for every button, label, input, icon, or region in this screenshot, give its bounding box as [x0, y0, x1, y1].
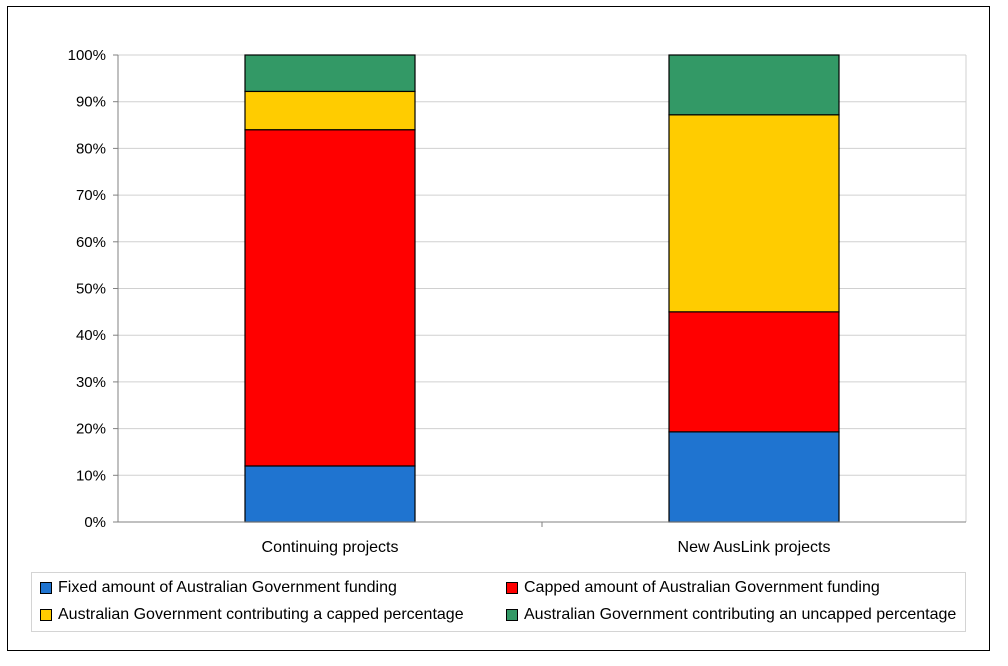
legend-swatch-fixed [40, 582, 52, 594]
y-tick-label: 80% [76, 140, 106, 157]
legend-label-uncapped-percentage: Australian Government contributing an un… [524, 606, 957, 623]
bar-segment-1 [668, 431, 840, 523]
legend-label-capped-amount: Capped amount of Australian Government f… [524, 579, 880, 596]
axes: 0% 10% 20% 30% 40% 50% 60% 70% 80% 90% 100% Continu… [68, 47, 966, 556]
bars [244, 54, 840, 523]
legend-label-capped-percentage: Australian Government contributing a cap… [58, 606, 464, 623]
bar-segment-1 [244, 465, 416, 523]
legend-item-fixed: Fixed amount of Australian Government fu… [40, 579, 397, 597]
y-tick-label: 30% [76, 374, 106, 391]
legend-item-capped-percentage: Australian Government contributing a cap… [40, 606, 464, 624]
y-tick-label: 40% [76, 327, 106, 344]
stacked-bar-chart: 0% 10% 20% 30% 40% 50% 60% 70% 80% 90% 100% Continu… [68, 47, 967, 556]
legend-item-capped-amount: Capped amount of Australian Government f… [506, 579, 880, 597]
bar-segment-4 [668, 54, 840, 116]
legend: Fixed amount of Australian Government fu… [31, 572, 966, 632]
bar-segment-3 [244, 90, 416, 131]
legend-swatch-capped-amount [506, 582, 518, 594]
y-tick-label: 50% [76, 281, 106, 298]
y-tick-label: 10% [76, 467, 106, 484]
bar-segment-2 [668, 311, 840, 433]
legend-label-fixed: Fixed amount of Australian Government fu… [58, 579, 397, 596]
x-category-label: Continuing projects [262, 539, 399, 556]
y-tick-label: 0% [84, 514, 106, 531]
y-tick-label: 70% [76, 187, 106, 204]
bar-segment-3 [668, 114, 840, 313]
bar-segment-4 [244, 54, 416, 93]
bar-segment-2 [244, 129, 416, 467]
y-tick-label: 90% [76, 94, 106, 111]
x-category-label: New AusLink projects [678, 539, 831, 556]
y-tick-label: 60% [76, 234, 106, 251]
y-tick-label: 100% [68, 47, 106, 64]
legend-swatch-capped-percentage [40, 609, 52, 621]
legend-swatch-uncapped-percentage [506, 609, 518, 621]
legend-item-uncapped-percentage: Australian Government contributing an un… [506, 606, 956, 624]
y-tick-label: 20% [76, 421, 106, 438]
